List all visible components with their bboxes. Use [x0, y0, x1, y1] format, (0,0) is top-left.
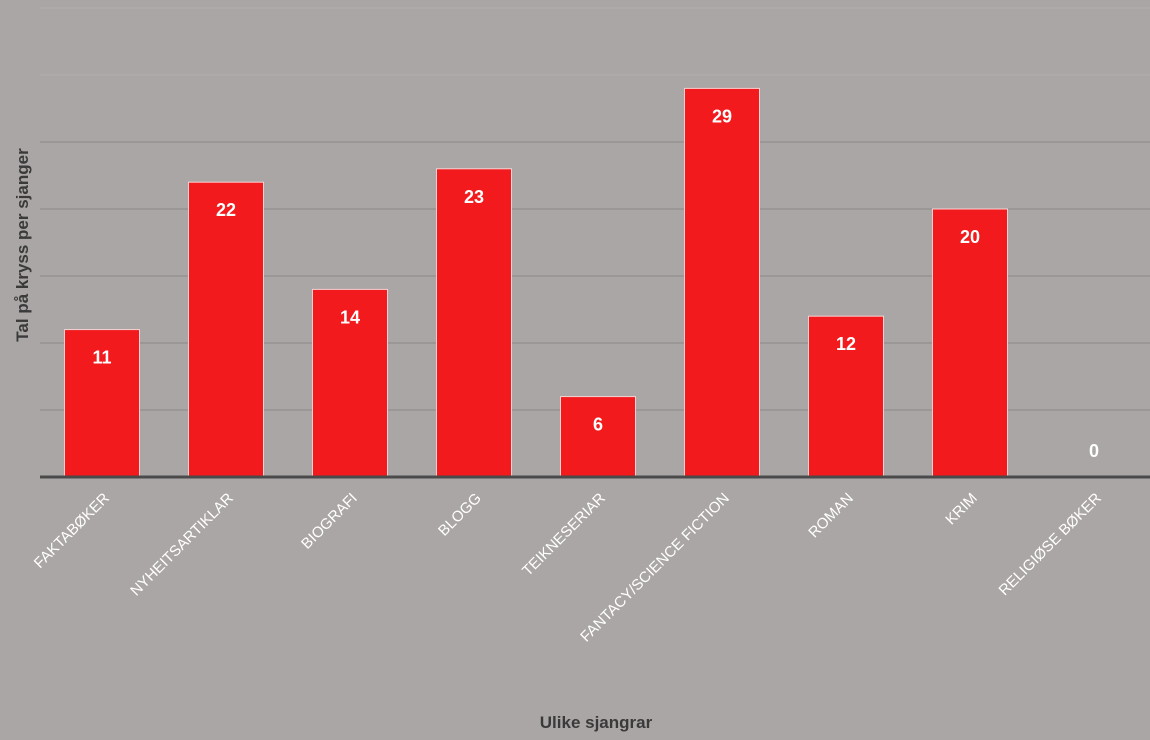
x-tick-label: RELIGIØSE BØKER	[996, 490, 1105, 599]
bar	[312, 288, 388, 478]
y-axis-title: Tal på kryss per sjanger	[13, 148, 32, 342]
bar-value-label: 0	[1089, 441, 1099, 461]
bar-value-label: 22	[216, 200, 236, 220]
bar	[560, 396, 636, 478]
bar-value-label: 14	[340, 307, 360, 327]
bar-value-label: 29	[712, 106, 732, 126]
x-tick-label: NYHEITSARTIKLAR	[127, 490, 237, 600]
bar	[808, 315, 884, 478]
bar-value-label: 11	[92, 348, 111, 368]
x-tick-label: FANTACY/SCIENCE FICTION	[577, 490, 733, 646]
x-tick-label: KRIM	[942, 490, 981, 529]
x-axis-title: Ulike sjangrar	[540, 713, 653, 732]
bar-value-label: 12	[836, 334, 856, 354]
x-tick-labels: FAKTABØKER NYHEITSARTIKLAR BIOGRAFI BLOGG TE…	[31, 490, 1105, 646]
bars	[64, 87, 1008, 478]
x-tick-label: ROMAN	[805, 490, 857, 542]
bar	[932, 208, 1008, 478]
bar-value-label: 20	[960, 227, 980, 247]
x-tick-label: BIOGRAFI	[298, 490, 361, 553]
bar	[436, 168, 512, 478]
bar-value-label: 23	[464, 187, 484, 207]
x-tick-label: BLOGG	[435, 490, 485, 540]
bar-value-label: 6	[593, 415, 603, 435]
bar-value-labels: 11 22 14 23 6 29 12 20 0	[92, 106, 1099, 461]
bar	[188, 181, 264, 478]
bar	[684, 87, 760, 478]
x-tick-label: FAKTABØKER	[31, 490, 113, 572]
x-tick-label: TEIKNESERIAR	[519, 490, 609, 580]
